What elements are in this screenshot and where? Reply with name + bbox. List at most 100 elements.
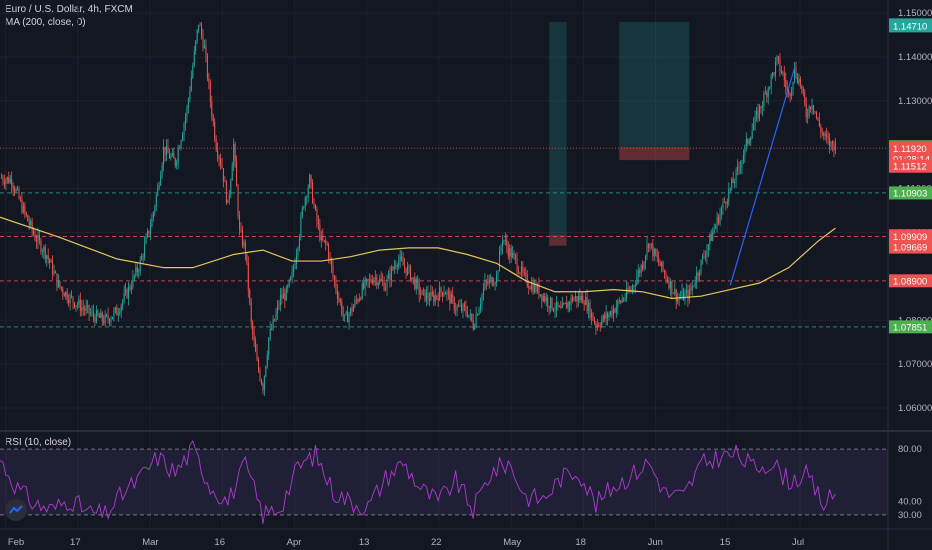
candle-body	[468, 315, 470, 317]
candle-body	[24, 205, 26, 213]
candle-body	[163, 146, 165, 165]
candle-body	[224, 181, 226, 183]
candle-body	[799, 78, 801, 86]
candle-body	[601, 320, 603, 327]
time-axis-tick-label: 13	[359, 537, 370, 548]
candle-body	[796, 77, 798, 83]
candle-body	[236, 160, 238, 187]
candle-body	[383, 281, 385, 291]
candle-body	[834, 141, 836, 151]
candle-body	[130, 287, 132, 290]
candle-body	[649, 243, 651, 248]
candle-body	[757, 110, 759, 119]
candle-body	[520, 266, 522, 274]
candle-body	[379, 278, 381, 284]
candle-body	[453, 298, 455, 310]
candle-body	[666, 279, 668, 282]
candle-body	[202, 35, 204, 49]
candle-body	[713, 228, 715, 233]
position-target-zone	[619, 21, 690, 147]
candle-body	[382, 280, 384, 282]
candle-body	[92, 311, 94, 317]
candle-body	[553, 309, 555, 311]
candle-body	[177, 148, 179, 162]
candle-body	[621, 299, 623, 303]
candle-body	[639, 270, 641, 273]
candle-body	[741, 160, 743, 168]
candle-body	[256, 351, 258, 361]
candle-body	[27, 215, 29, 222]
candle-body	[604, 315, 606, 319]
candle-body	[405, 267, 407, 275]
candle-body	[294, 264, 296, 269]
candle-body	[71, 295, 73, 297]
candle-body	[761, 105, 763, 109]
price-label-text: 1.09669	[893, 243, 927, 254]
candle-body	[139, 260, 141, 272]
candle-body	[555, 301, 557, 311]
candle-body	[801, 85, 803, 89]
candle-body	[113, 310, 115, 318]
candle-body	[725, 202, 727, 204]
candle-body	[323, 240, 325, 241]
candle-body	[369, 278, 371, 281]
candle-body	[75, 305, 77, 308]
candle-body	[46, 255, 48, 259]
candle-body	[833, 144, 835, 151]
candle-body	[282, 293, 284, 299]
candle-body	[418, 283, 420, 295]
candle-body	[589, 302, 591, 319]
candle-body	[477, 314, 479, 316]
candle-body	[41, 251, 43, 253]
candle-body	[509, 248, 511, 257]
candle-body	[231, 165, 233, 181]
candle-body	[147, 230, 149, 237]
candle-body	[380, 278, 382, 281]
candle-body	[683, 290, 685, 301]
price-label-badge	[889, 19, 932, 33]
candle-body	[437, 296, 439, 301]
candle-body	[442, 292, 444, 296]
tradingview-logo-icon[interactable]	[5, 499, 27, 521]
candle-body	[152, 212, 154, 218]
candle-body	[62, 288, 64, 294]
candle-body	[220, 159, 222, 165]
candle-body	[763, 93, 765, 106]
candle-body	[179, 148, 181, 149]
rsi-indicator-label[interactable]: RSI (10, close)	[5, 437, 72, 448]
time-axis-tick-label: 22	[431, 537, 442, 548]
candle-body	[710, 234, 712, 241]
candle-body	[529, 288, 531, 290]
candle-body	[272, 319, 274, 330]
candle-body	[423, 289, 425, 291]
candle-body	[602, 315, 604, 321]
candle-body	[148, 230, 150, 234]
candle-body	[696, 272, 698, 283]
candle-body	[718, 216, 720, 224]
candle-body	[560, 306, 562, 308]
candle-body	[792, 81, 794, 90]
candle-body	[643, 262, 645, 269]
chart-title: Euro / U.S. Dollar, 4h, FXCM	[5, 4, 133, 15]
candle-body	[567, 302, 569, 309]
price-label-text: 1.07851	[893, 322, 927, 333]
candle-body	[823, 132, 825, 136]
candle-body	[548, 306, 550, 309]
candle-body	[288, 279, 290, 286]
candle-body	[317, 221, 319, 225]
candle-body	[320, 235, 322, 241]
candle-body	[336, 290, 338, 299]
candle-body	[154, 206, 156, 213]
candle-body	[345, 311, 347, 315]
rsi-band-background	[0, 449, 888, 515]
time-axis-tick-label: 15	[720, 537, 731, 548]
ma-indicator-label[interactable]: MA (200, close, 0)	[5, 17, 86, 28]
candle-body	[535, 283, 537, 292]
candle-body	[276, 305, 279, 314]
candle-body	[214, 121, 216, 140]
candle-body	[114, 307, 116, 311]
price-label-badge	[889, 186, 932, 200]
candle-body	[642, 265, 644, 269]
candle-body	[739, 167, 741, 169]
